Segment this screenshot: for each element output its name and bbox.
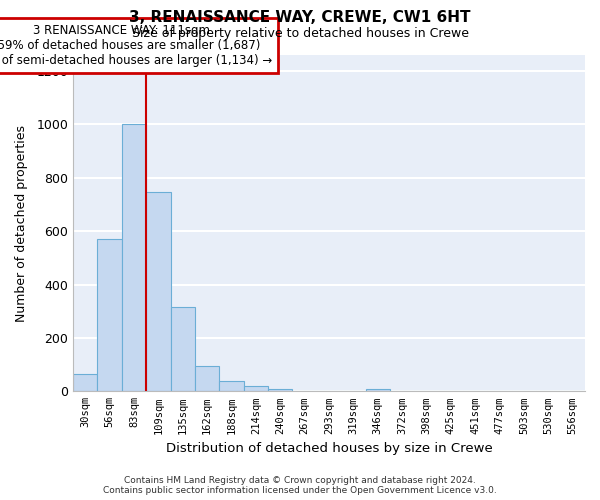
Text: 3 RENAISSANCE WAY: 111sqm
← 59% of detached houses are smaller (1,687)
40% of se: 3 RENAISSANCE WAY: 111sqm ← 59% of detac… <box>0 24 272 67</box>
Bar <box>146 192 170 392</box>
Bar <box>122 124 146 392</box>
Bar <box>170 307 195 392</box>
Bar <box>97 239 122 392</box>
Text: Contains HM Land Registry data © Crown copyright and database right 2024.
Contai: Contains HM Land Registry data © Crown c… <box>103 476 497 495</box>
Bar <box>244 386 268 392</box>
Text: 3, RENAISSANCE WAY, CREWE, CW1 6HT: 3, RENAISSANCE WAY, CREWE, CW1 6HT <box>129 10 471 25</box>
Bar <box>73 374 97 392</box>
Y-axis label: Number of detached properties: Number of detached properties <box>15 124 28 322</box>
Bar <box>195 366 220 392</box>
Text: Size of property relative to detached houses in Crewe: Size of property relative to detached ho… <box>131 28 469 40</box>
Bar <box>268 388 292 392</box>
Bar <box>365 389 390 392</box>
Bar <box>220 380 244 392</box>
X-axis label: Distribution of detached houses by size in Crewe: Distribution of detached houses by size … <box>166 442 493 455</box>
